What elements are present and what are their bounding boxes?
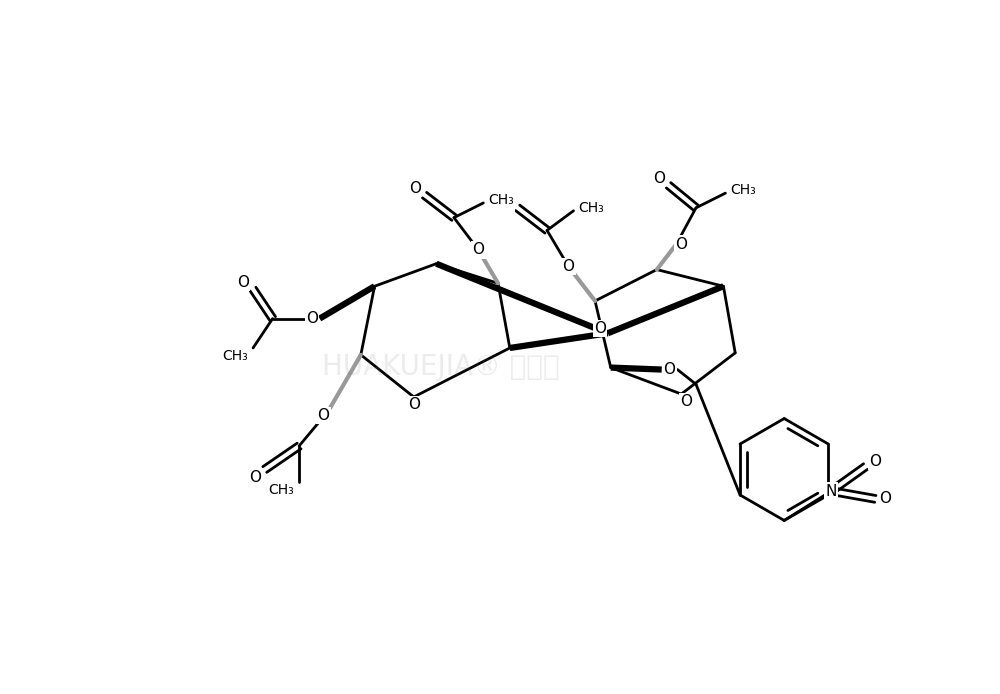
Text: O: O: [664, 362, 676, 377]
Text: O: O: [879, 491, 891, 507]
Text: O: O: [563, 259, 575, 274]
Text: O: O: [869, 454, 881, 469]
Text: O: O: [594, 321, 606, 336]
Text: CH₃: CH₃: [730, 183, 756, 197]
Text: CH₃: CH₃: [223, 349, 248, 363]
Text: O: O: [318, 408, 330, 423]
Text: O: O: [409, 180, 421, 196]
Text: O: O: [237, 275, 249, 290]
Text: O: O: [675, 237, 687, 252]
Text: N: N: [826, 484, 837, 498]
Text: O: O: [249, 470, 261, 485]
Text: O: O: [306, 311, 318, 326]
Text: CH₃: CH₃: [578, 201, 604, 215]
Text: O: O: [653, 171, 665, 186]
Text: O: O: [408, 398, 420, 412]
Text: CH₃: CH₃: [488, 193, 514, 207]
Text: O: O: [502, 196, 514, 210]
Text: O: O: [680, 394, 692, 409]
Text: O: O: [472, 242, 484, 257]
Text: CH₃: CH₃: [269, 483, 294, 497]
Text: HUAKUEJIA® 化学加: HUAKUEJIA® 化学加: [322, 353, 560, 382]
